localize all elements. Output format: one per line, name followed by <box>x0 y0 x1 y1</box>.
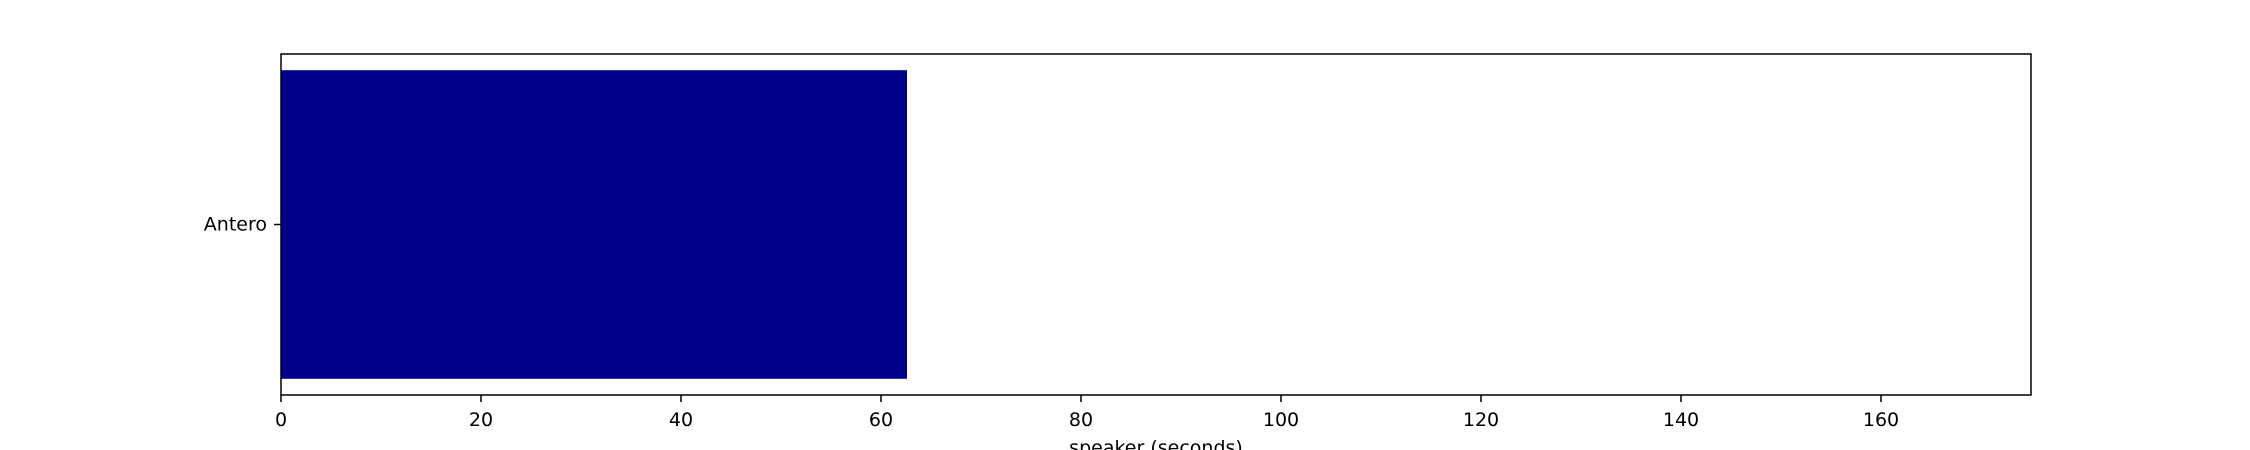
bar-antero <box>281 70 907 379</box>
x-tick-label: 20 <box>469 409 493 431</box>
x-axis-ticks: 0 20 40 60 80 100 120 140 160 <box>275 395 1899 431</box>
x-tick-label: 100 <box>1263 409 1299 431</box>
y-axis-ticks: Antero <box>204 214 281 236</box>
x-tick-label: 120 <box>1463 409 1499 431</box>
plot-frame <box>280 53 2032 396</box>
x-tick-label: 140 <box>1663 409 1699 431</box>
x-tick-label: 40 <box>669 409 693 431</box>
x-axis-title: speaker (seconds) <box>1069 437 1243 450</box>
y-tick-label: Antero <box>204 214 267 236</box>
x-tick-label: 160 <box>1863 409 1899 431</box>
x-tick-label: 0 <box>275 409 287 431</box>
bars-group <box>281 70 907 379</box>
x-tick-label: 60 <box>869 409 893 431</box>
x-tick-label: 80 <box>1069 409 1093 431</box>
